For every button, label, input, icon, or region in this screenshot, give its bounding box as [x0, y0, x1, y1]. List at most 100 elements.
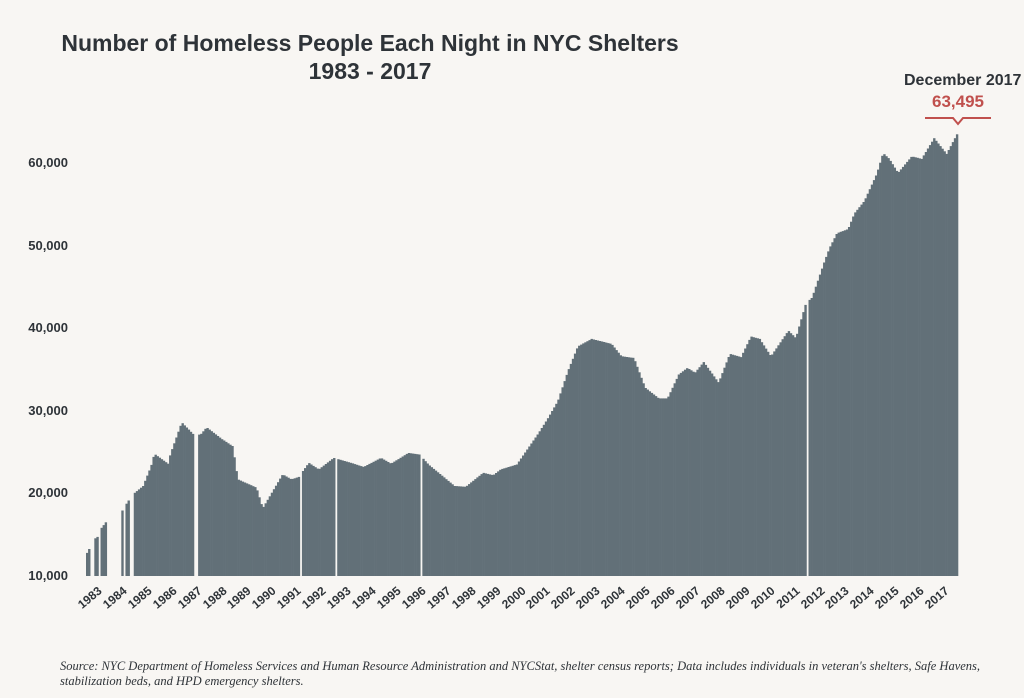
bar	[210, 431, 213, 576]
bar	[254, 487, 257, 576]
bar	[802, 312, 805, 576]
bar	[463, 486, 467, 576]
bar	[524, 452, 527, 576]
bar	[260, 504, 263, 576]
bar	[189, 431, 193, 576]
bar	[530, 443, 533, 576]
bar	[885, 156, 888, 576]
bar	[243, 482, 247, 576]
bar	[208, 429, 211, 576]
bar	[621, 356, 625, 576]
bar	[432, 468, 436, 576]
bar	[638, 372, 641, 576]
bar	[764, 348, 768, 576]
bar	[737, 356, 741, 576]
bar	[717, 382, 720, 576]
bar	[200, 433, 203, 576]
bar	[671, 387, 674, 576]
bar	[729, 354, 732, 576]
bar	[789, 333, 793, 576]
bar	[835, 234, 838, 576]
bar	[762, 345, 766, 576]
bar	[513, 465, 517, 576]
bar	[416, 454, 419, 576]
annotation-value: 63,495	[932, 92, 984, 111]
bar	[897, 171, 901, 576]
bar	[877, 169, 880, 576]
bar	[218, 437, 222, 576]
bar	[673, 383, 676, 576]
bar	[146, 475, 149, 576]
bar	[814, 286, 818, 576]
bar	[482, 472, 485, 576]
bar	[860, 204, 863, 576]
bar	[839, 231, 843, 577]
bar	[679, 372, 683, 576]
bar	[544, 421, 548, 576]
bar	[627, 357, 631, 576]
bar	[823, 262, 826, 576]
bar	[295, 477, 299, 576]
bar	[252, 486, 255, 576]
bar	[470, 482, 473, 576]
bar	[746, 344, 749, 576]
bar	[480, 474, 483, 576]
bar	[906, 161, 909, 576]
bar	[852, 216, 855, 576]
bar	[468, 484, 471, 576]
bar	[847, 227, 851, 576]
bar	[735, 355, 739, 576]
bar	[675, 378, 679, 576]
bar	[459, 486, 463, 576]
source-note: Source: NYC Department of Homeless Servi…	[60, 659, 981, 688]
bar	[947, 150, 950, 576]
bar	[943, 151, 946, 577]
bar	[345, 461, 348, 576]
bar	[831, 242, 834, 577]
bar	[393, 461, 396, 576]
bar	[742, 352, 745, 576]
bar	[474, 479, 477, 576]
bar	[497, 471, 500, 576]
bar	[725, 362, 728, 576]
bar	[590, 338, 593, 576]
bar	[472, 480, 475, 576]
bar	[727, 357, 730, 576]
bar	[509, 466, 512, 576]
bar	[270, 492, 274, 576]
bar	[594, 340, 598, 576]
bar	[640, 377, 643, 576]
bar	[465, 485, 469, 576]
bar	[387, 462, 390, 576]
bar	[532, 440, 535, 576]
bar	[845, 229, 849, 576]
bar	[659, 398, 662, 576]
bar	[808, 299, 811, 576]
bar	[399, 457, 402, 576]
bar	[204, 428, 207, 576]
bar	[642, 383, 645, 576]
bar	[237, 479, 240, 576]
bar	[279, 478, 282, 576]
bar	[453, 486, 456, 576]
bar	[648, 391, 652, 576]
bar	[785, 333, 789, 576]
bar	[721, 373, 724, 576]
bar	[592, 339, 595, 576]
bar	[941, 148, 944, 576]
bar	[791, 335, 795, 576]
bar	[445, 479, 448, 576]
bar	[951, 142, 955, 576]
bar	[733, 355, 737, 576]
bar	[750, 336, 753, 576]
bar	[258, 497, 261, 576]
bar	[430, 467, 434, 576]
bar	[690, 370, 693, 576]
bar	[771, 354, 774, 576]
bar	[654, 396, 658, 576]
bar	[148, 470, 151, 576]
bar	[274, 485, 278, 576]
bar	[158, 457, 162, 576]
bar	[567, 369, 571, 576]
